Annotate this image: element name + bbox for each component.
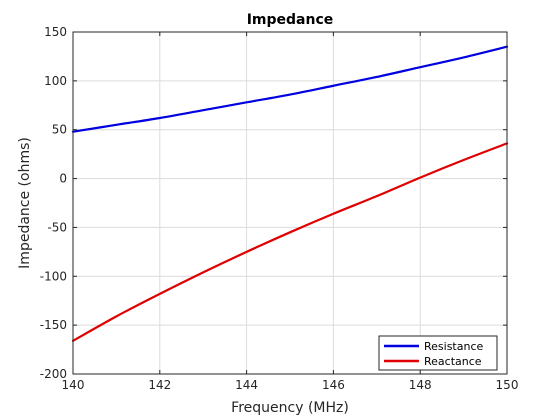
- x-tick-label: 140: [62, 378, 85, 392]
- x-tick-label: 150: [496, 378, 519, 392]
- legend-label-resistance: Resistance: [424, 340, 484, 353]
- x-tick-label: 146: [322, 378, 345, 392]
- y-axis-label: Impedance (ohms): [17, 137, 33, 269]
- y-tick-label: -200: [40, 367, 67, 381]
- legend: Resistance Reactance: [378, 335, 498, 371]
- axis-ticks: 140 142 144 146 148 150 -200 -150 -100 -50 0 50 100 1…: [40, 25, 519, 392]
- legend-box: [378, 335, 498, 371]
- series-line-reactance: [71, 142, 509, 342]
- x-tick-label: 142: [148, 378, 171, 392]
- plot-frame: [72, 31, 508, 375]
- x-tick-label: 144: [235, 378, 258, 392]
- x-axis-label: Frequency (MHz): [231, 400, 349, 416]
- chart-title: Impedance: [247, 12, 334, 28]
- y-tick-label: 50: [52, 123, 67, 137]
- x-tick-label: 148: [409, 378, 432, 392]
- y-tick-label: -50: [47, 220, 67, 234]
- y-tick-label: -150: [40, 318, 67, 332]
- legend-label-reactance: Reactance: [424, 355, 482, 368]
- y-tick-label: 0: [59, 172, 67, 186]
- y-tick-label: 150: [44, 25, 67, 39]
- plot-area: [73, 32, 507, 374]
- series-line-resistance: [71, 45, 509, 133]
- y-tick-label: -100: [40, 269, 67, 283]
- series-layer: [71, 45, 509, 342]
- y-tick-label: 100: [44, 74, 67, 88]
